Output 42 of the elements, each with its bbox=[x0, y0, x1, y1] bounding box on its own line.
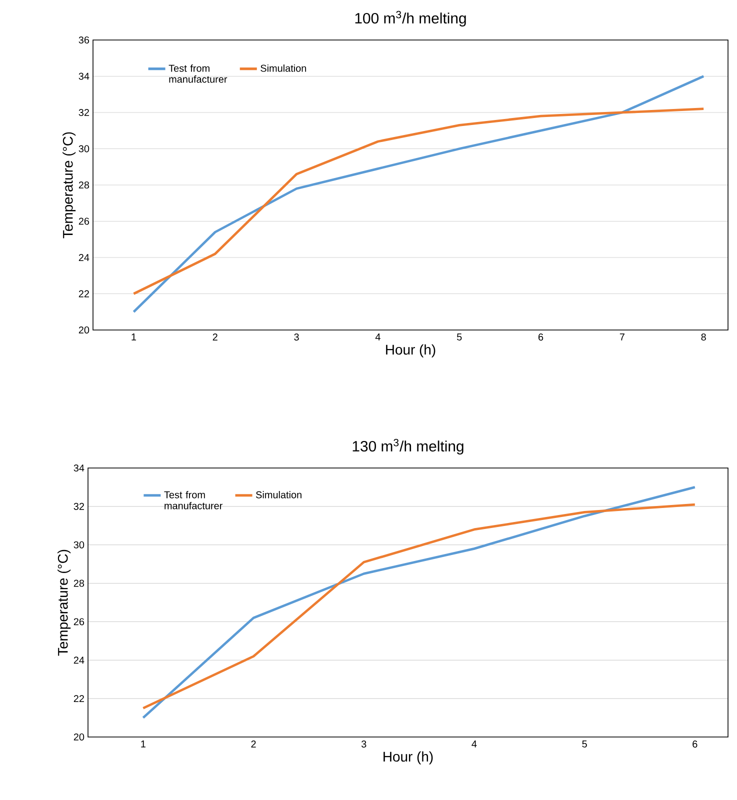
y-tick-label: 20 bbox=[78, 326, 90, 334]
legend-label: Test from manufacturer bbox=[168, 64, 228, 83]
y-tick-label: 20 bbox=[74, 733, 84, 741]
x-axis-title: Hour (h) bbox=[386, 344, 436, 358]
x-tick-label: 2 bbox=[251, 740, 256, 748]
y-tick-label: 26 bbox=[78, 218, 90, 225]
x-tick-label: 4 bbox=[472, 740, 477, 748]
y-tick-label: 28 bbox=[78, 181, 90, 189]
legend-label: Test from manufacturer bbox=[164, 491, 223, 510]
y-tick-label: 22 bbox=[74, 695, 84, 702]
y-tick-label: 30 bbox=[74, 541, 84, 548]
y-tick-label: 24 bbox=[78, 254, 90, 261]
x-tick-label: 5 bbox=[582, 740, 587, 748]
x-axis-title: Hour (h) bbox=[384, 751, 433, 764]
y-tick-label: 32 bbox=[78, 108, 89, 116]
y-tick-label: 22 bbox=[78, 290, 89, 298]
x-tick-label: 6 bbox=[692, 740, 698, 748]
legend-label: Simulation bbox=[260, 64, 306, 72]
x-tick-label: 3 bbox=[294, 334, 299, 341]
y-tick-label: 30 bbox=[78, 145, 90, 152]
y-tick-label: 24 bbox=[74, 656, 84, 664]
chart-title: 130 m$^{3}$/h melting bbox=[352, 438, 464, 454]
y-axis-title: Temperature (°C) bbox=[62, 132, 76, 238]
x-tick-label: 8 bbox=[701, 334, 706, 341]
y-tick-label: 26 bbox=[74, 618, 84, 626]
x-tick-label: 6 bbox=[538, 334, 544, 341]
y-tick-label: 34 bbox=[74, 464, 84, 472]
chart-title: 100 m$^{3}$/h melting bbox=[355, 10, 466, 26]
y-tick-label: 28 bbox=[74, 580, 84, 587]
y-tick-label: 32 bbox=[74, 502, 84, 510]
y-axis-title: Temperature (°C) bbox=[58, 550, 71, 656]
x-tick-label: 4 bbox=[375, 334, 380, 340]
x-tick-label: 1 bbox=[132, 334, 136, 340]
x-tick-label: 1 bbox=[141, 740, 146, 748]
y-tick-label: 34 bbox=[78, 72, 90, 80]
legend-label: Simulation bbox=[256, 491, 302, 498]
x-tick-label: 3 bbox=[361, 740, 366, 748]
y-tick-label: 36 bbox=[78, 36, 90, 44]
line-series bbox=[132, 108, 705, 295]
x-tick-label: 2 bbox=[212, 334, 218, 340]
x-tick-label: 5 bbox=[456, 334, 462, 340]
x-tick-label: 7 bbox=[620, 334, 624, 340]
